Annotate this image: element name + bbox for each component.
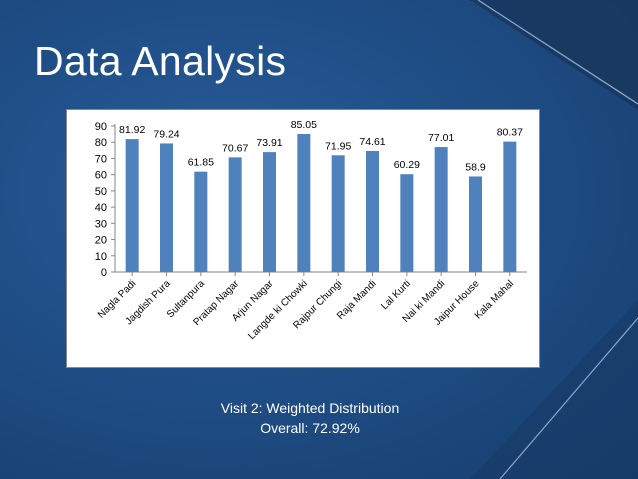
data-label: 61.85 xyxy=(188,157,214,169)
bar xyxy=(263,152,276,272)
accent-line-top xyxy=(477,0,638,105)
bar-chart: 0 10 20 30 40 50 60 70 80 90 81.92 79.24 61.85 70.67… xyxy=(95,119,527,342)
corner-triangle-top xyxy=(470,0,638,110)
bar xyxy=(228,157,242,272)
bar xyxy=(503,141,517,272)
y-tick-label: 30 xyxy=(95,218,107,230)
bar xyxy=(366,150,379,272)
bar xyxy=(400,174,414,272)
y-tick-label: 90 xyxy=(95,121,107,133)
data-label: 58.9 xyxy=(465,161,486,173)
bar xyxy=(469,176,482,272)
caption-overall: Overall: 72.92% xyxy=(260,420,360,436)
data-label: 60.29 xyxy=(394,159,420,171)
category-label: Lal Kurti xyxy=(379,278,413,312)
bar xyxy=(331,155,345,272)
bar xyxy=(194,171,208,272)
corner-triangle-bottom xyxy=(470,300,638,479)
slide-title: Data Analysis xyxy=(34,38,287,84)
category-label: Langde ki Chowki xyxy=(246,278,310,342)
y-tick-label: 80 xyxy=(95,137,107,149)
chart-panel: 0 10 20 30 40 50 60 70 80 90 81.92 79.24 61.85 70.67… xyxy=(66,109,540,368)
data-label: 77.01 xyxy=(428,132,454,144)
bar xyxy=(125,139,139,272)
y-tick-label: 20 xyxy=(95,235,107,247)
data-labels: 81.92 79.24 61.85 70.67 73.91 85.05 71.95 74.61… xyxy=(119,119,523,173)
y-tick-label: 10 xyxy=(95,251,107,263)
y-tick-label: 40 xyxy=(95,202,107,214)
data-label: 74.61 xyxy=(359,136,385,148)
y-tick-label: 50 xyxy=(95,186,107,198)
bar xyxy=(160,143,173,272)
bar xyxy=(434,147,448,272)
data-label: 80.37 xyxy=(497,127,523,139)
y-tick-label: 70 xyxy=(95,153,107,165)
data-label: 79.24 xyxy=(153,128,179,140)
data-label: 81.92 xyxy=(119,124,145,136)
data-label: 70.67 xyxy=(222,142,248,154)
data-label: 71.95 xyxy=(325,140,351,152)
data-label: 85.05 xyxy=(291,119,317,131)
y-tick-label: 60 xyxy=(95,170,107,182)
bar xyxy=(297,134,311,272)
y-axis: 0 10 20 30 40 50 60 70 80 90 xyxy=(95,121,527,279)
bar-series xyxy=(125,134,517,272)
accent-line-bottom xyxy=(499,317,638,479)
y-tick-label: 0 xyxy=(101,267,107,279)
caption-weighted-distribution: Visit 2: Weighted Distribution xyxy=(220,400,400,416)
data-label: 73.91 xyxy=(256,137,282,149)
